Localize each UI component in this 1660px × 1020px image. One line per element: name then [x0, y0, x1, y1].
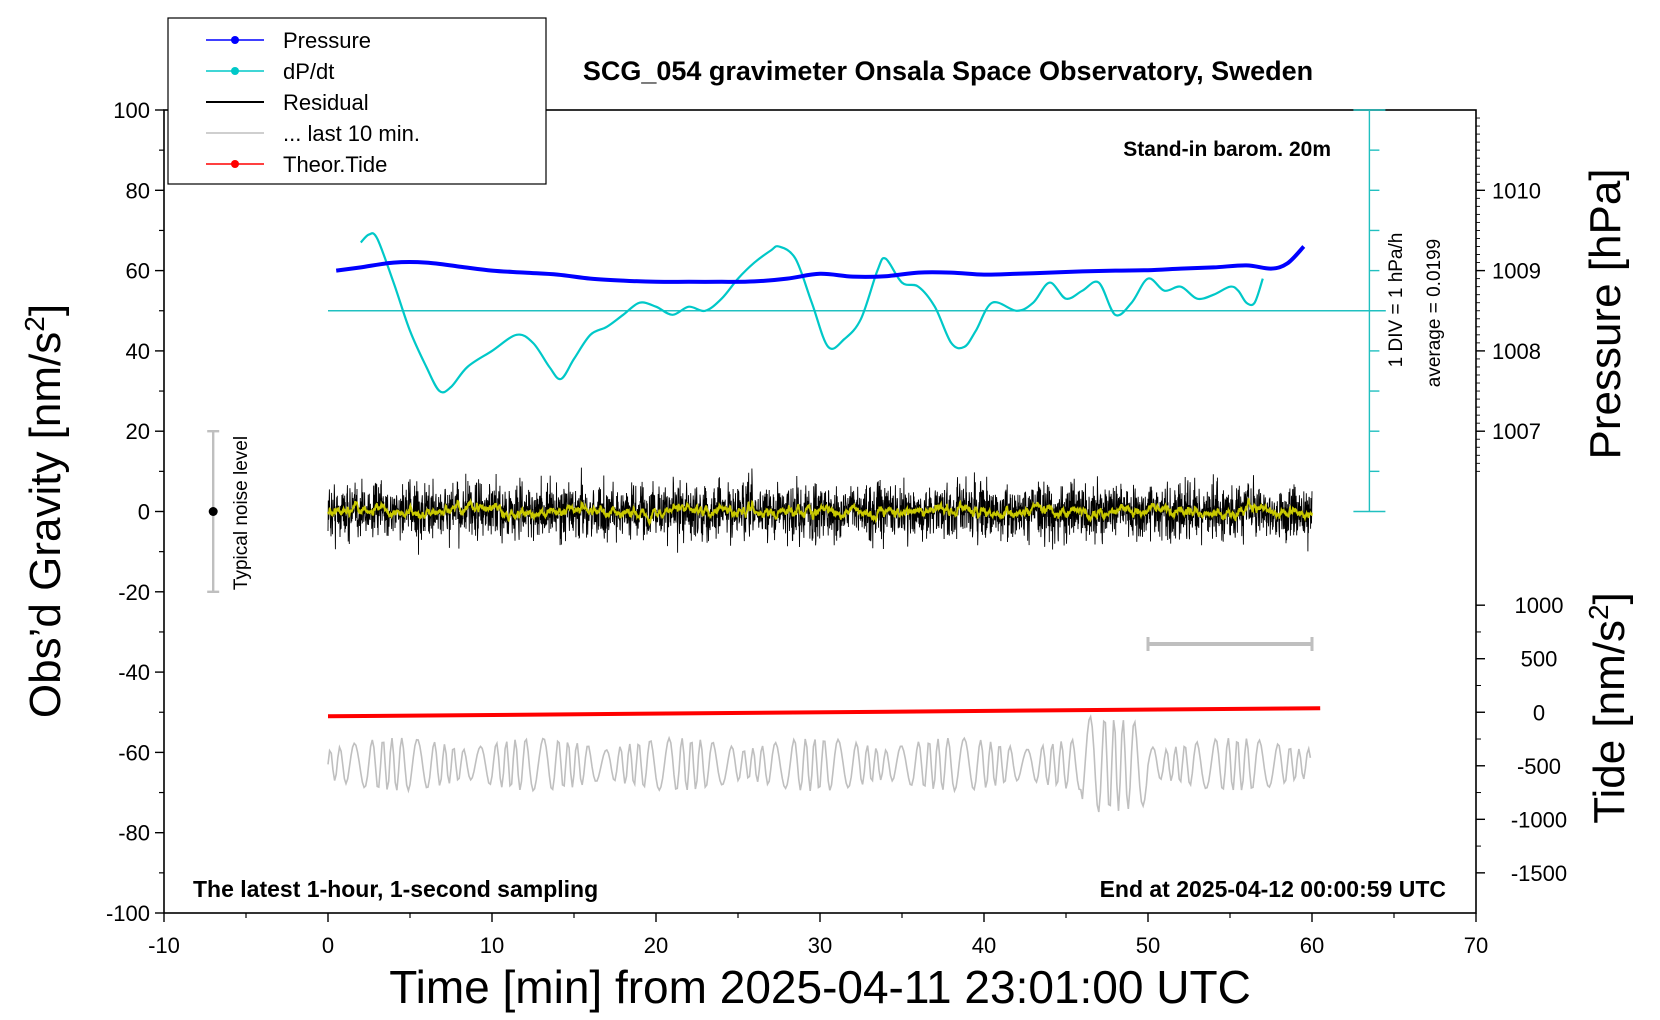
y-axis-tide-label-sup: 2 — [1583, 604, 1614, 620]
chart-title: SCG_054 gravimeter Onsala Space Observat… — [583, 56, 1313, 86]
y-tick-label: -100 — [106, 901, 150, 926]
x-tick-label: -10 — [148, 933, 180, 958]
pressure-tick-label: 1009 — [1492, 259, 1541, 284]
y-tick-label: -40 — [118, 660, 150, 685]
y-tick-label: -20 — [118, 580, 150, 605]
noise-level-bar — [207, 430, 220, 593]
pressure-tick-label: 1007 — [1492, 419, 1541, 444]
legend-label: Theor.Tide — [283, 152, 387, 177]
tide-tick-label: -1500 — [1511, 861, 1567, 886]
y-axis-left-label-end: ] — [21, 304, 70, 316]
y-axis-left: -100 -80 -60 -40 -20 0 20 40 60 80 100 — [106, 98, 164, 926]
last-10-min-line — [327, 714, 1312, 813]
x-tick-label: 10 — [480, 933, 504, 958]
x-tick-label: 40 — [972, 933, 996, 958]
residual-line — [327, 467, 1313, 555]
y-axis-tide-label-text: Tide [nm/s — [1585, 620, 1634, 824]
legend-marker — [231, 67, 239, 75]
y-axis-tide-label-end: ] — [1585, 592, 1634, 604]
bottom-left-note: The latest 1-hour, 1-second sampling — [193, 876, 598, 902]
legend-marker — [231, 160, 239, 168]
dpdt-line — [359, 232, 1264, 394]
y-axis-pressure-label: Pressure [hPa] — [1581, 168, 1630, 459]
y-tick-label: -60 — [118, 740, 150, 765]
tide-tick-label: 500 — [1521, 647, 1558, 672]
y-tick-label: -80 — [118, 821, 150, 846]
legend-marker — [231, 36, 239, 44]
legend-label: Pressure — [283, 28, 371, 53]
tide-tick-label: 1000 — [1515, 593, 1564, 618]
tide-tick-label: -1000 — [1511, 807, 1567, 832]
y-tick-label: 60 — [126, 259, 150, 284]
tide-tick-label: -500 — [1517, 754, 1561, 779]
barometer-note: Stand-in barom. 20m — [1123, 138, 1331, 161]
x-tick-label: 70 — [1464, 933, 1488, 958]
y-tick-label: 0 — [138, 500, 150, 525]
x-tick-label: 50 — [1136, 933, 1160, 958]
x-tick-label: 0 — [322, 933, 334, 958]
tide-tick-label: 0 — [1533, 700, 1545, 725]
y-axis-tide-label: Tide [nm/s2] — [1583, 592, 1634, 824]
div-label: 1 DIV = 1 hPa/h — [1386, 233, 1407, 368]
bottom-right-note: End at 2025-04-12 00:00:59 UTC — [1100, 876, 1446, 902]
residual-smoothed-line — [327, 497, 1313, 527]
y-axis-tide: 1000 500 0 -500 -1000 -1500 — [1476, 593, 1567, 886]
legend-label: dP/dt — [283, 59, 334, 84]
legend: Pressure dP/dt Residual ... last 10 min. The… — [167, 17, 547, 185]
average-label: average = 0.0199 — [1424, 239, 1445, 387]
y-axis-left-label: Obs’d Gravity [nm/s2] — [19, 304, 70, 718]
legend-label: ... last 10 min. — [283, 121, 420, 146]
last-10-min-bar — [1146, 636, 1314, 651]
x-axis-label: Time [min] from 2025-04-11 23:01:00 UTC — [389, 961, 1251, 1013]
x-tick-label: 30 — [808, 933, 832, 958]
pressure-tick-label: 1010 — [1492, 178, 1541, 203]
x-tick-label: 60 — [1300, 933, 1324, 958]
noise-bar-dot — [208, 507, 218, 516]
legend-label: Residual — [283, 90, 369, 115]
series-layer — [327, 232, 1321, 813]
y-tick-label: 100 — [113, 98, 150, 123]
y-tick-label: 40 — [126, 339, 150, 364]
y-axis-pressure: 1007 1008 1009 1010 — [1476, 117, 1541, 472]
dpdt-reference-scale — [328, 109, 1386, 513]
tide-line — [327, 706, 1321, 719]
y-axis-left-label-text: Obs’d Gravity [nm/s — [21, 332, 70, 718]
x-axis: -10 0 10 20 30 40 50 60 70 — [148, 913, 1488, 958]
noise-label: Typical noise level — [231, 436, 252, 590]
x-tick-label: 20 — [644, 933, 668, 958]
y-axis-left-label-sup: 2 — [19, 316, 50, 332]
pressure-tick-label: 1008 — [1492, 339, 1541, 364]
pressure-line — [335, 245, 1306, 284]
y-tick-label: 80 — [126, 178, 150, 203]
y-tick-label: 20 — [126, 419, 150, 444]
